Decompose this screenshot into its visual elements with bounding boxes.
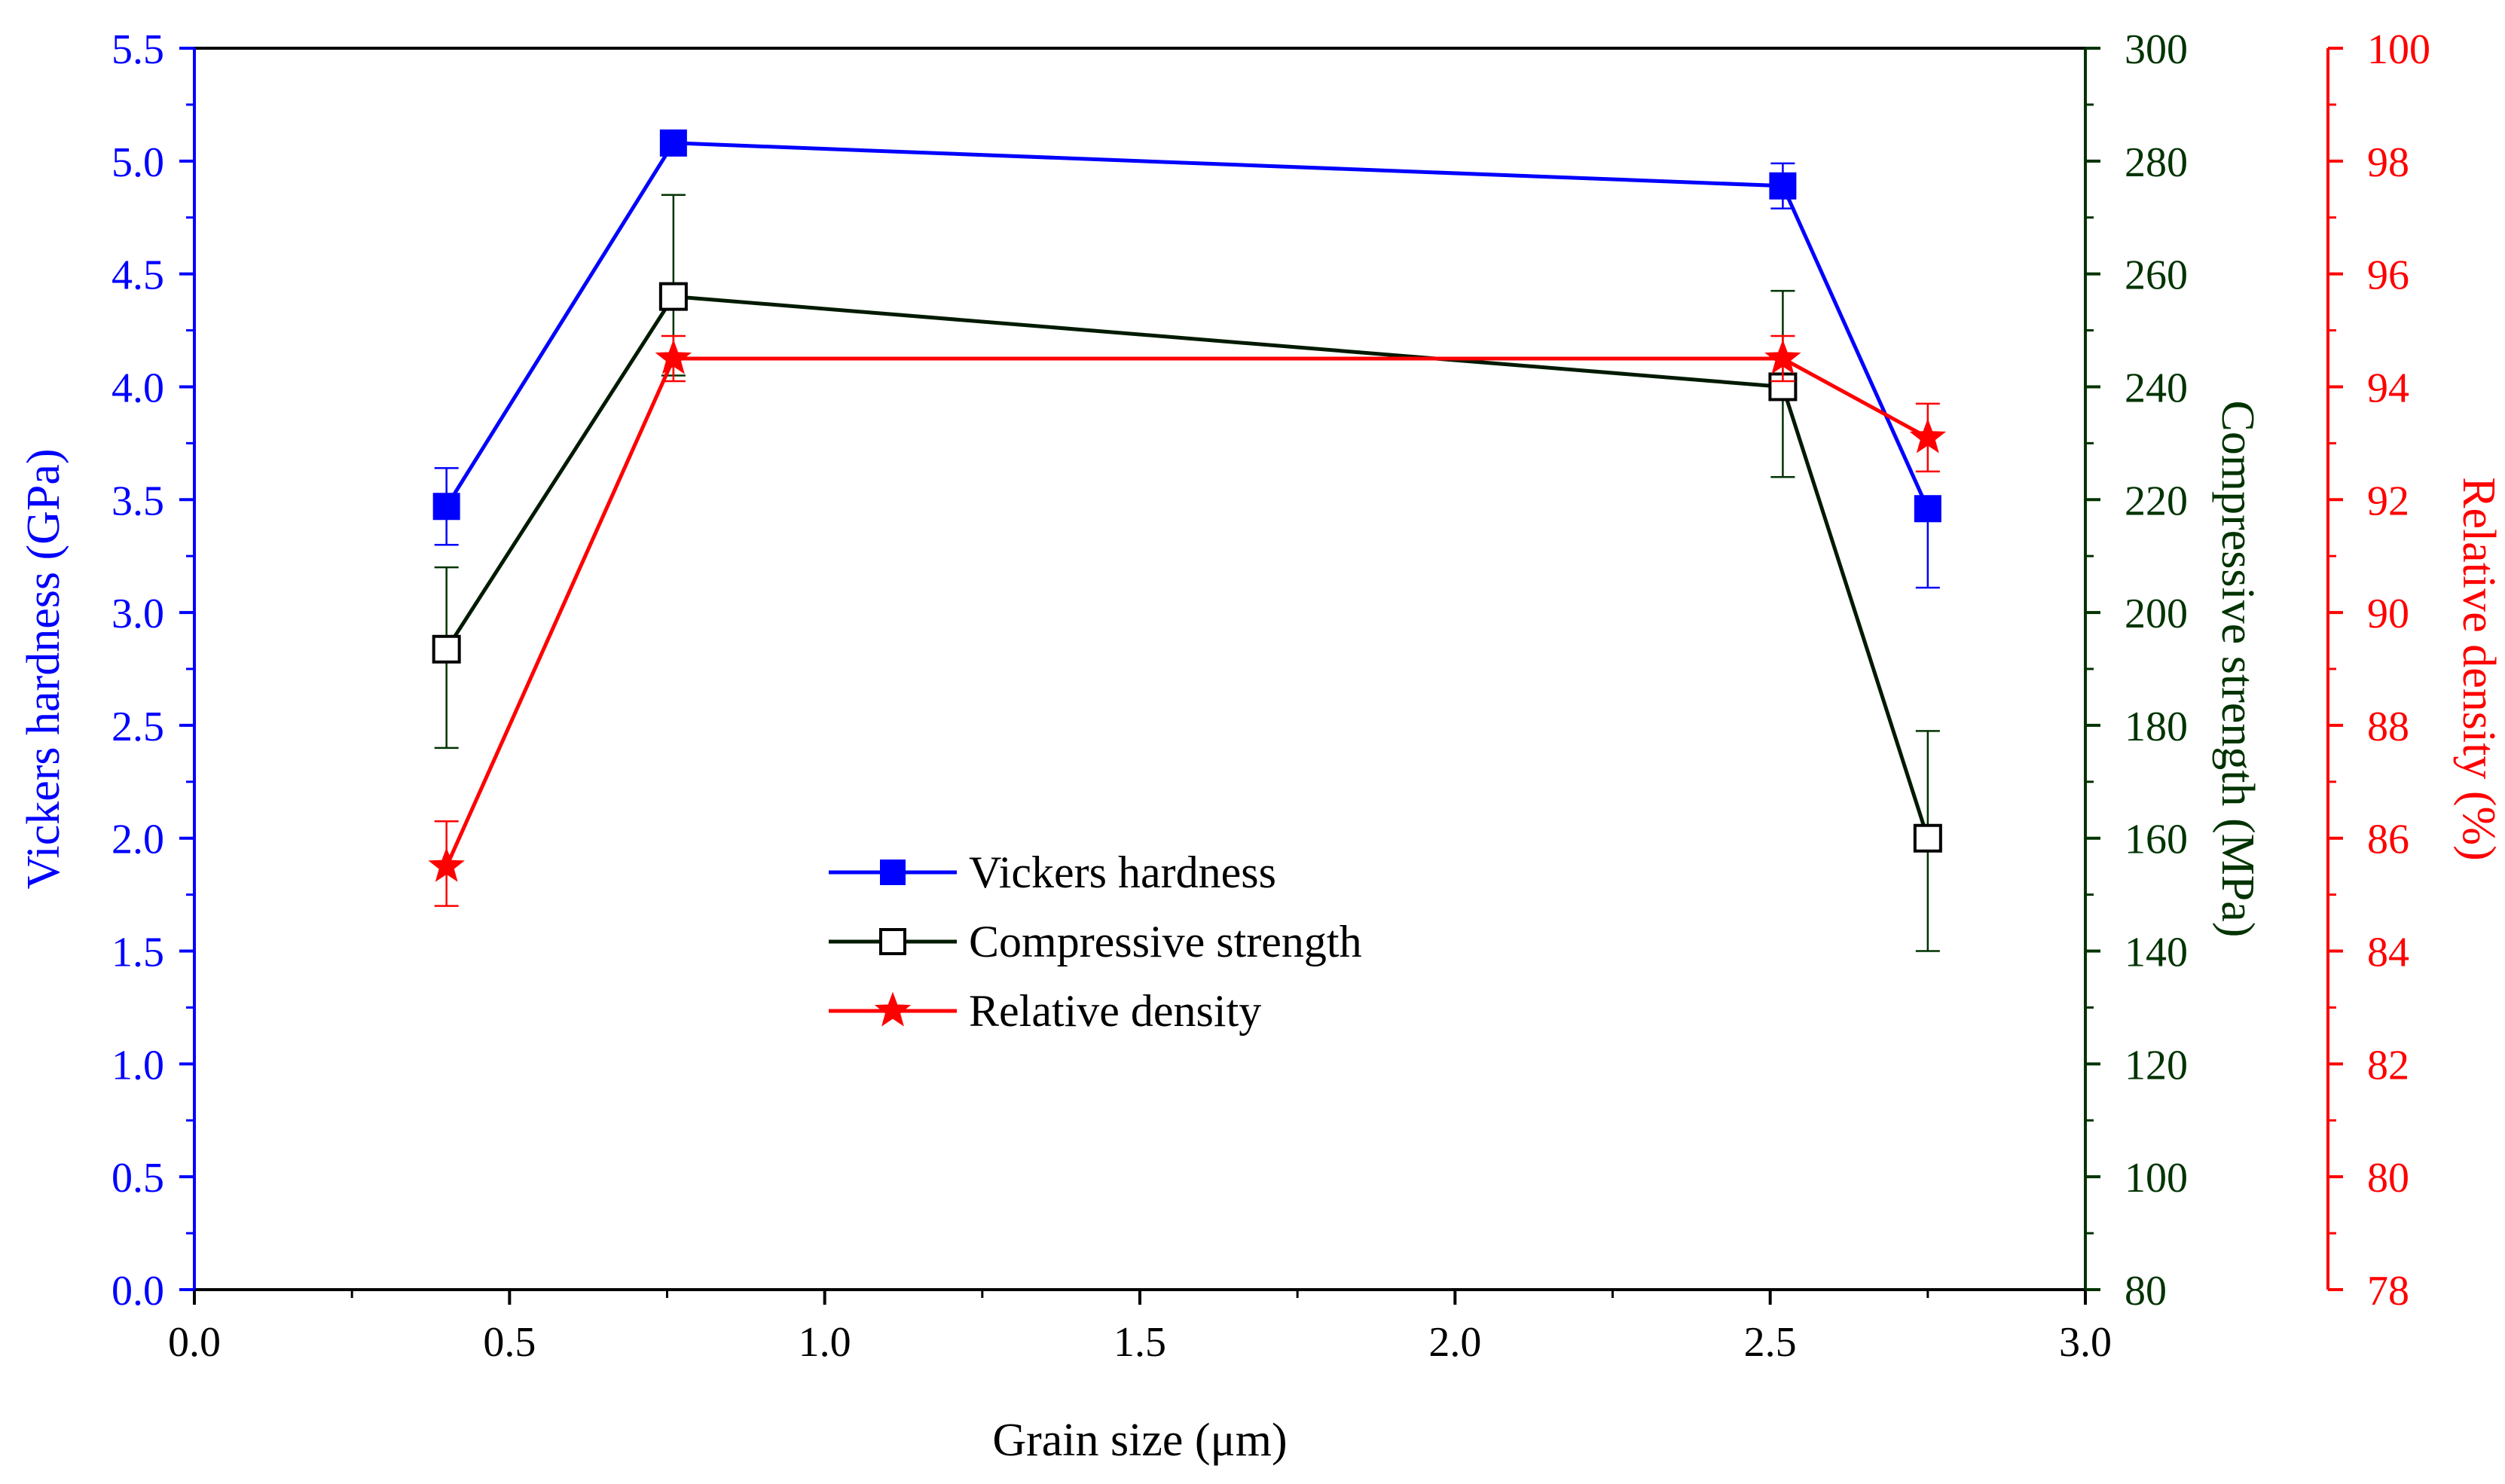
legend-entry: Vickers hardness (829, 847, 1276, 897)
hv-line (444, 141, 1930, 510)
cs-axis-title: Compressive strength (MPa) (2212, 401, 2263, 938)
series-hv (432, 129, 1941, 589)
x-tick-label: 0.5 (483, 1319, 536, 1366)
cs-tick-label: 180 (2125, 704, 2188, 750)
cs-tick-label: 220 (2125, 478, 2188, 524)
cs-tick-label: 140 (2125, 930, 2188, 976)
hv-tick-label: 1.0 (112, 1042, 164, 1089)
legend-label: Relative density (969, 986, 1261, 1036)
legend-label: Vickers hardness (969, 847, 1276, 897)
rd-point (1764, 339, 1801, 374)
rd-tick-label: 94 (2367, 365, 2409, 411)
rd-tick-label: 98 (2367, 139, 2409, 186)
cs-tick-label: 100 (2125, 1155, 2188, 1202)
series-cs (432, 194, 1942, 952)
hv-tick-label: 2.0 (112, 817, 164, 863)
hv-tick-label: 4.5 (112, 252, 164, 299)
hv-tick-label: 5.0 (112, 139, 164, 186)
cs-tick-label: 80 (2125, 1268, 2167, 1315)
rd-tick-label: 84 (2367, 930, 2409, 976)
cs-point (1913, 823, 1942, 853)
hv-point (432, 493, 460, 521)
legend-entry: Compressive strength (829, 917, 1362, 966)
x-tick-label: 2.5 (1744, 1319, 1797, 1366)
legend-swatch-marker (874, 991, 912, 1027)
hv-tick-label: 1.5 (112, 930, 164, 976)
cs-tick-label: 300 (2125, 26, 2188, 73)
rd-tick-label: 88 (2367, 704, 2409, 750)
cs-tick-label: 280 (2125, 139, 2188, 186)
rd-tick-label: 92 (2367, 478, 2409, 524)
rd-tick-label: 86 (2367, 817, 2409, 863)
cs-tick-label: 260 (2125, 252, 2188, 299)
rd-tick-label: 96 (2367, 252, 2409, 299)
hv-tick-label: 3.5 (112, 478, 164, 524)
rd-tick-label: 78 (2367, 1268, 2409, 1315)
x-tick-label: 2.0 (1428, 1319, 1481, 1366)
legend-swatch-marker (879, 928, 906, 955)
hv-tick-label: 4.0 (112, 365, 164, 411)
cs-tick-label: 240 (2125, 365, 2188, 411)
rd-point (1909, 418, 1947, 453)
hv-point (659, 129, 687, 157)
rd-line (444, 356, 1929, 868)
hv-tick-label: 0.0 (112, 1268, 164, 1315)
rd-tick-label: 90 (2367, 591, 2409, 637)
hv-point (1769, 172, 1797, 200)
x-tick-label: 0.0 (168, 1319, 221, 1366)
cs-point (432, 634, 461, 664)
cs-point (658, 282, 688, 311)
rd-point (655, 339, 692, 374)
cs-tick-label: 160 (2125, 817, 2188, 863)
hv-point (1914, 495, 1941, 523)
series-rd (428, 334, 1947, 907)
x-axis-title: Grain size (μm) (992, 1415, 1287, 1466)
cs-tick-label: 200 (2125, 591, 2188, 637)
hv-axis-title: Vickers hardness (GPa) (18, 448, 69, 889)
cs-line (444, 295, 1930, 839)
rd-axis-title: Relative density (%) (2453, 477, 2504, 861)
x-tick-label: 1.0 (799, 1319, 851, 1366)
rd-tick-label: 100 (2367, 26, 2430, 73)
hv-tick-label: 2.5 (112, 704, 164, 750)
legend-label: Compressive strength (969, 917, 1362, 966)
rd-point (428, 847, 465, 882)
cs-tick-label: 120 (2125, 1042, 2188, 1089)
hv-tick-label: 3.0 (112, 591, 164, 637)
x-tick-label: 1.5 (1114, 1319, 1166, 1366)
x-tick-label: 3.0 (2059, 1319, 2112, 1366)
rd-tick-label: 80 (2367, 1155, 2409, 1202)
hv-tick-label: 0.5 (112, 1155, 164, 1202)
legend-entry: Relative density (829, 986, 1261, 1036)
rd-tick-label: 82 (2367, 1042, 2409, 1089)
legend-swatch-marker (880, 860, 906, 885)
hv-tick-label: 5.5 (112, 26, 164, 73)
